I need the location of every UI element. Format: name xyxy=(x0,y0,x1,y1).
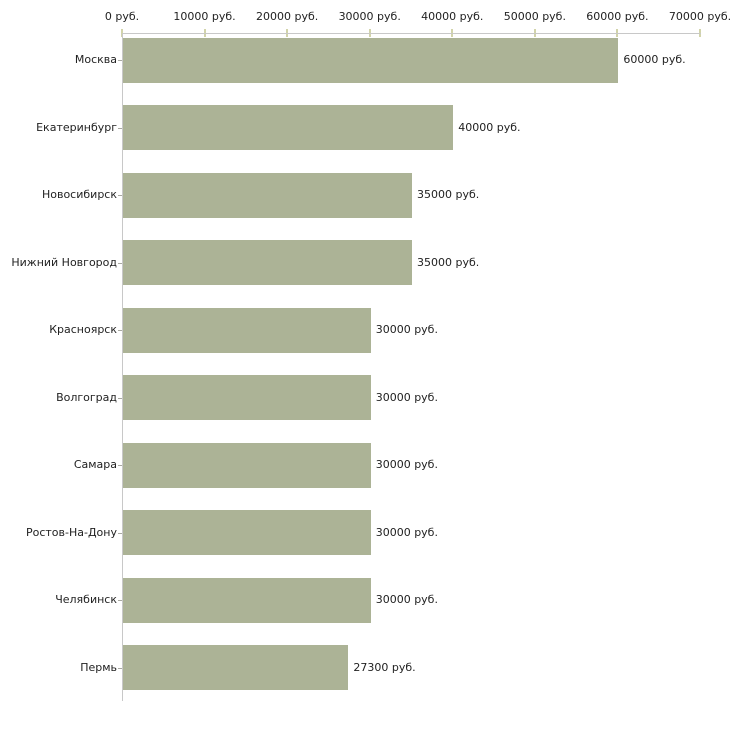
value-label: 35000 руб. xyxy=(417,255,480,269)
value-label: 30000 руб. xyxy=(375,323,438,337)
x-axis-tick-label: 10000 руб. xyxy=(173,10,236,23)
bar xyxy=(123,645,349,691)
bar xyxy=(123,577,371,623)
x-axis-tick-label: 20000 руб. xyxy=(256,10,319,23)
value-label: 30000 руб. xyxy=(375,390,438,404)
category-tick-mark xyxy=(118,465,122,467)
bar xyxy=(123,240,412,286)
value-label: 30000 руб. xyxy=(375,458,438,472)
bar xyxy=(123,37,619,83)
bar xyxy=(123,307,371,353)
category-label: Нижний Новгород xyxy=(11,255,117,269)
category-label: Челябинск xyxy=(55,593,117,607)
category-tick-mark xyxy=(118,262,122,264)
category-tick-mark xyxy=(118,600,122,602)
category-tick-mark xyxy=(118,667,122,669)
category-label: Москва xyxy=(74,53,117,66)
x-axis-tick-label: 50000 руб. xyxy=(503,10,566,23)
category-tick-mark xyxy=(118,127,122,129)
bar xyxy=(123,105,454,151)
category-label: Екатеринбург xyxy=(36,120,117,134)
category-label: Красноярск xyxy=(49,323,117,337)
category-tick-mark xyxy=(118,195,122,197)
bar xyxy=(123,442,371,488)
bar xyxy=(123,510,371,556)
x-axis-tick-label: 40000 руб. xyxy=(421,10,484,23)
value-label: 35000 руб. xyxy=(417,188,480,202)
category-label: Волгоград xyxy=(56,390,117,404)
category-tick-mark xyxy=(118,60,122,61)
category-tick-mark xyxy=(118,397,122,399)
x-axis-tick-label: 30000 руб. xyxy=(338,10,401,23)
value-label: 40000 руб. xyxy=(458,120,521,134)
category-label: Ростов-На-Дону xyxy=(25,525,117,539)
x-axis-tick-label: 70000 руб. xyxy=(668,10,730,23)
x-axis-line xyxy=(122,33,701,34)
category-tick-mark xyxy=(118,330,122,332)
x-axis-tick-label: 0 руб. xyxy=(104,10,140,23)
category-label: Пермь xyxy=(80,660,117,674)
category-label: Новосибирск xyxy=(41,188,117,202)
value-label: 30000 руб. xyxy=(375,525,438,539)
value-label: 30000 руб. xyxy=(375,593,438,607)
category-label: Самара xyxy=(73,458,117,472)
category-tick-mark xyxy=(118,532,122,534)
x-axis-tick-label: 60000 руб. xyxy=(586,10,649,23)
bar xyxy=(123,172,412,218)
y-axis-line xyxy=(122,33,123,701)
value-label: 60000 руб. xyxy=(623,53,686,66)
bar xyxy=(123,375,371,421)
value-label: 27300 руб. xyxy=(353,660,416,674)
